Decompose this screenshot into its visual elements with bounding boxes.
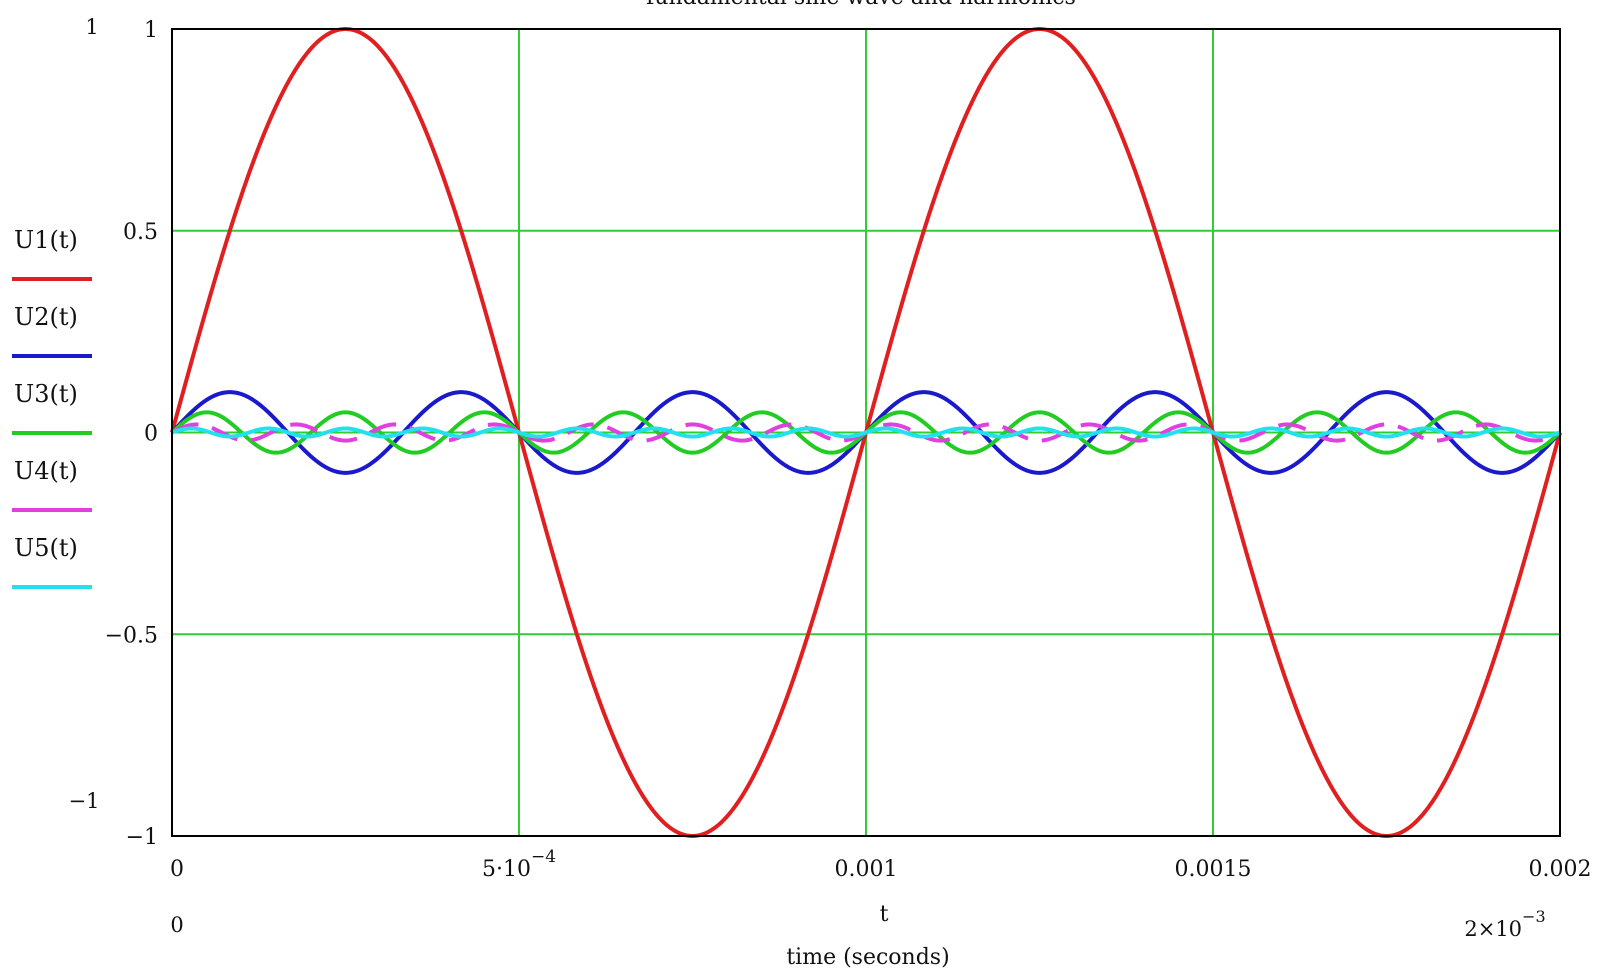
x-min-marker: 0 xyxy=(170,913,183,937)
y-tick-label: 0 xyxy=(144,422,158,447)
y-tick-label: −0.5 xyxy=(105,623,158,648)
x-tick-label: 5·10−4 xyxy=(482,847,556,882)
y-max-marker: 1 xyxy=(85,15,98,39)
x-tick-label: 0.0015 xyxy=(1175,857,1252,882)
x-max-marker: 2×10−3 xyxy=(1464,907,1545,941)
x-tick-label: 0 xyxy=(170,857,184,882)
legend-label: U2(t) xyxy=(14,303,78,331)
y-tick-labels: −1 −0.5 0 0.5 1 xyxy=(105,18,158,850)
legend-label: U4(t) xyxy=(14,457,78,485)
x-axis-label: time (seconds) xyxy=(786,945,949,970)
x-max-exponent: −3 xyxy=(1522,907,1546,926)
x-tick-label: 0.001 xyxy=(835,857,898,882)
x-variable-label: t xyxy=(880,902,889,927)
legend-label: U5(t) xyxy=(14,534,78,562)
y-tick-label: 0.5 xyxy=(123,220,158,245)
legend: U1(t) U2(t) U3(t) U4(t) U5(t) xyxy=(12,226,92,589)
y-tick-label: 1 xyxy=(144,18,158,43)
legend-label: U1(t) xyxy=(14,226,78,254)
y-min-marker: −1 xyxy=(69,789,100,813)
legend-label: U3(t) xyxy=(14,380,78,408)
x-max-mantissa: 2×10 xyxy=(1464,917,1522,941)
x-tick-labels: 0 5·10−4 0.001 0.0015 0.002 xyxy=(170,847,1591,882)
x-tick-exponent: −4 xyxy=(531,847,556,867)
series-lines xyxy=(170,27,1562,838)
y-tick-label: −1 xyxy=(126,825,158,850)
series-line-u5t xyxy=(171,426,1561,439)
plot-frame xyxy=(171,28,1561,837)
chart-title: fundamental sine wave and harmonics xyxy=(646,0,1076,10)
x-tick-label: 0.002 xyxy=(1529,857,1592,882)
